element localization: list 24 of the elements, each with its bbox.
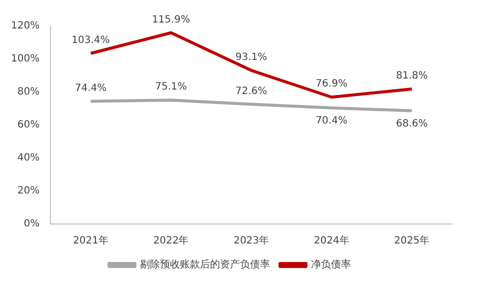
data-label: 70.4% [316,115,348,126]
y-tick-label: 0% [24,218,40,230]
legend-label: 净负债率 [311,258,351,271]
x-tick-label: 2022年 [153,234,189,247]
y-tick-label: 40% [17,152,40,164]
data-label: 115.9% [152,14,190,26]
x-tick-label: 2025年 [394,234,430,247]
data-label: 74.4% [74,82,107,94]
data-label: 72.6% [235,86,268,97]
data-label: 76.9% [316,78,348,90]
data-label: 68.6% [396,118,428,130]
y-tick-label: 60% [17,120,40,131]
x-tick-label: 2024年 [314,234,350,247]
data-label: 103.4% [72,34,110,46]
data-label: 81.8% [396,70,428,82]
x-tick-label: 2023年 [234,234,270,247]
y-tick-label: 20% [17,186,40,197]
data-label: 93.1% [235,52,268,63]
y-tick-label: 120% [10,20,40,32]
y-tick-label: 100% [10,54,40,65]
legend-label: 剔除预收账款后的资产负债率 [140,258,270,271]
y-tick-label: 80% [17,86,40,98]
x-tick-label: 2021年 [73,234,108,247]
data-label: 75.1% [155,82,187,93]
